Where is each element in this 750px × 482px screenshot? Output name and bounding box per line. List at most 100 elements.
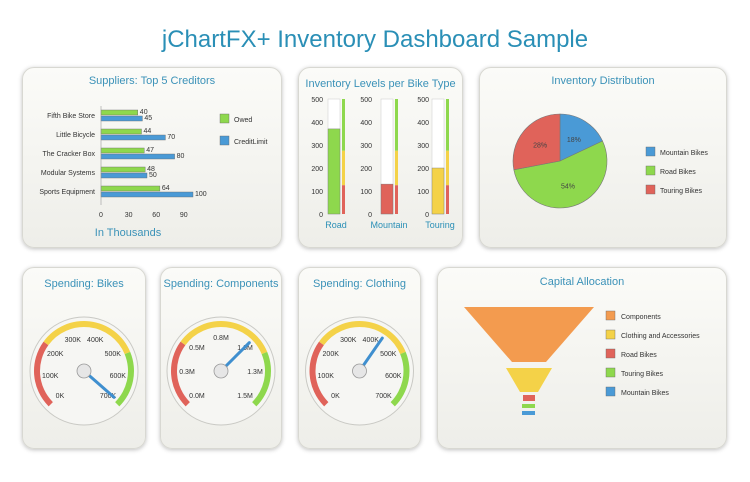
legend-label: Clothing and Accessories xyxy=(621,333,700,340)
tick-label: 400 xyxy=(311,120,323,127)
legend-label: Components xyxy=(621,314,661,321)
legend-swatch xyxy=(219,135,230,146)
inventory-distribution-panel: Inventory Distribution 18% Mountain Bikes… xyxy=(479,67,727,248)
bar xyxy=(431,167,445,215)
bar xyxy=(100,134,166,141)
legend-label: Road Bikes xyxy=(660,169,696,176)
legend-swatch xyxy=(605,348,616,359)
inventory-distribution-title: Inventory Distribution xyxy=(551,75,655,87)
tick-label: 30 xyxy=(125,212,133,219)
category-label: Modular Systems xyxy=(41,170,96,177)
spending-bikes-title: Spending: Bikes xyxy=(44,278,124,290)
data-label: 48 xyxy=(147,166,155,173)
data-label: 47 xyxy=(146,147,154,154)
gauge-band xyxy=(252,351,271,407)
tick-label: 300K xyxy=(65,337,82,344)
data-label: 80 xyxy=(177,153,185,160)
tick-label: 1.5M xyxy=(237,393,253,400)
bar xyxy=(100,115,143,122)
category-label: Touring xyxy=(425,220,455,230)
tick-label: 100K xyxy=(42,373,59,380)
gauge-band xyxy=(390,351,410,407)
bar xyxy=(100,166,146,173)
bar xyxy=(100,109,138,116)
tick-label: 600K xyxy=(385,373,402,380)
tick-label: 100K xyxy=(318,373,335,380)
category-label: The Cracker Box xyxy=(42,151,95,158)
data-label: 40 xyxy=(140,109,148,116)
inventory-distribution-chart: 18% Mountain Bikes 54% Road Bikes 28% Touring… xyxy=(512,113,708,209)
tick-label: 700K xyxy=(100,393,117,400)
gauge-hub xyxy=(352,363,367,379)
scale-green xyxy=(446,99,449,151)
scale-red xyxy=(342,185,345,214)
gauge-hub xyxy=(76,363,92,379)
legend-swatch xyxy=(645,146,656,157)
legend-swatch xyxy=(605,386,616,397)
tick-label: 300 xyxy=(360,143,372,150)
capital-allocation-panel: Capital Allocation Components Clothing an… xyxy=(437,267,727,449)
scale-yellow xyxy=(342,150,345,186)
funnel-segment xyxy=(464,307,594,362)
scale-green xyxy=(395,99,398,151)
category-label: Fifth Bike Store xyxy=(47,113,95,120)
gauge-band xyxy=(171,341,190,407)
suppliers-xlabel: In Thousands xyxy=(94,227,162,239)
tick-label: 500 xyxy=(311,97,323,104)
tick-label: 0 xyxy=(319,212,323,219)
bar xyxy=(327,128,341,215)
tick-label: 0.3M xyxy=(179,369,195,376)
legend-swatch xyxy=(219,113,230,124)
inventory-levels-title: Inventory Levels per Bike Type xyxy=(305,78,456,90)
inventory-levels-panel: Inventory Levels per Bike Type 0 100 200 30… xyxy=(298,67,463,248)
bar xyxy=(380,183,394,215)
data-label: 50 xyxy=(149,172,157,179)
spending-clothing-title: Spending: Clothing xyxy=(313,278,406,290)
spending-components-gauge: 0.0M0.3M0.5M0.8M1.0M1.3M1.5M xyxy=(166,316,276,426)
category-label: Road xyxy=(325,220,347,230)
tick-label: 400 xyxy=(417,120,429,127)
legend-swatch xyxy=(605,367,616,378)
slice-label: 54% xyxy=(561,184,575,191)
tick-label: 0K xyxy=(331,393,340,400)
legend-label: Road Bikes xyxy=(621,352,657,359)
spending-clothing-panel: Spending: Clothing 0K 100K 200K 300K 400K 500… xyxy=(298,267,421,449)
tick-label: 200 xyxy=(311,166,323,173)
tick-label: 0.5M xyxy=(189,345,205,352)
gauge-band xyxy=(33,341,53,407)
gauge-band xyxy=(43,321,131,355)
legend-label: Touring Bikes xyxy=(660,188,703,195)
legend-label: Touring Bikes xyxy=(621,371,664,378)
scale-green xyxy=(342,99,345,151)
tick-label: 100 xyxy=(417,189,429,196)
funnel-segment xyxy=(522,411,535,415)
bar xyxy=(100,147,145,154)
tick-label: 0 xyxy=(99,212,103,219)
category-label: Sports Equipment xyxy=(39,189,95,196)
tick-label: 0 xyxy=(425,212,429,219)
tick-label: 90 xyxy=(180,212,188,219)
pie-slice xyxy=(559,113,603,162)
scale-red xyxy=(395,185,398,214)
category-label: Little Bicycle xyxy=(56,132,95,139)
inventory-levels-chart: 0100200300400500Road0100200300400500Moun… xyxy=(311,97,455,230)
spending-components-title: Spending: Components xyxy=(163,278,279,290)
suppliers-panel: Suppliers: Top 5 Creditors Fifth Bike St… xyxy=(22,67,282,248)
capital-allocation-chart: Components Clothing and Accessories Road B… xyxy=(464,307,700,415)
scale-red xyxy=(446,185,449,214)
tick-label: 200K xyxy=(323,351,340,358)
pie-slice xyxy=(513,140,608,209)
data-label: 100 xyxy=(195,191,207,198)
bar xyxy=(100,185,161,192)
bar xyxy=(100,191,194,198)
data-label: 64 xyxy=(162,185,170,192)
legend-label: Mountain Bikes xyxy=(660,150,708,157)
capital-allocation-title: Capital Allocation xyxy=(539,276,625,288)
tick-label: 0K xyxy=(56,393,65,400)
spending-bikes-panel: Spending: Bikes 0K 100K 200K 300K 400K 500K 60… xyxy=(22,267,146,449)
gauge-band xyxy=(115,351,134,407)
slice-label: 28% xyxy=(533,143,547,150)
